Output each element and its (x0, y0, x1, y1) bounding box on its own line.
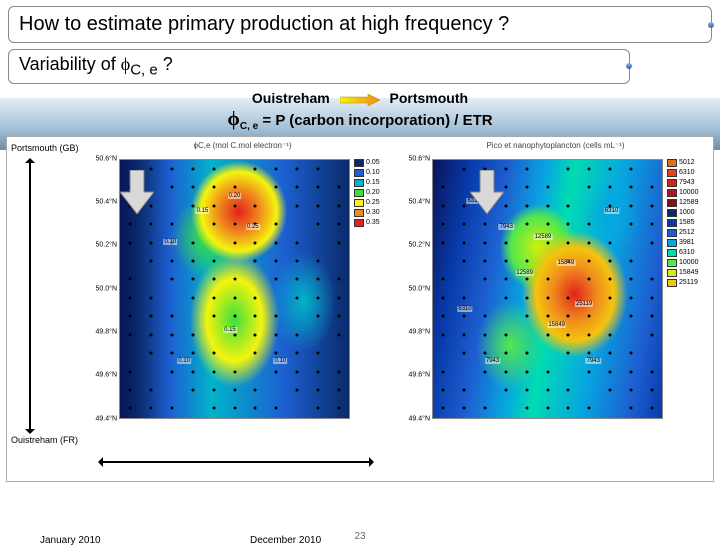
heatmap-pico: Fev 10Mar 10Avr 10Mai 10Jun 10Jul 10Aou … (432, 159, 663, 419)
yaxis: 50.6°N50.4°N50.2°N50.0°N49.8°N49.6°N49.4… (89, 159, 119, 419)
legend-phi: 0.050.100.150.200.250.300.35 (350, 159, 396, 419)
yaxis: 50.6°N50.4°N50.2°N50.0°N49.8°N49.6°N49.4… (402, 159, 432, 419)
label-december: December 2010 (250, 535, 321, 546)
panel-phi-title: ϕC,e (mol C.mol electron⁻¹) (89, 141, 396, 159)
horizontal-arrow (99, 459, 373, 479)
pointer-arrow-right (470, 170, 504, 214)
subtitle: Variability of ϕC, e ? (8, 49, 630, 84)
legend-pico: 5012631079431000012589100015852512398163… (663, 159, 709, 419)
page-number: 23 (354, 531, 365, 542)
bottom-labels: January 2010 December 2010 23 (0, 514, 720, 546)
route-line: Ouistreham Portsmouth (0, 90, 720, 106)
route-arrow-icon (340, 93, 380, 105)
panel-pico: Pico et nanophytoplancton (cells mL⁻¹) 5… (402, 141, 709, 477)
page-title: How to estimate primary production at hi… (8, 6, 712, 43)
label-portsmouth: Portsmouth (GB) (11, 143, 79, 153)
vertical-arrow-icon (29, 159, 31, 433)
charts-container: Portsmouth (GB) Ouistreham (FR) ϕC,e (mo… (6, 136, 714, 482)
pointer-arrow-left (120, 170, 154, 214)
label-january: January 2010 (40, 535, 101, 546)
formula: ϕC, e = P (carbon incorporation) / ETR (0, 108, 720, 132)
label-ouistreham: Ouistreham (FR) (11, 435, 78, 445)
panel-pico-title: Pico et nanophytoplancton (cells mL⁻¹) (402, 141, 709, 159)
